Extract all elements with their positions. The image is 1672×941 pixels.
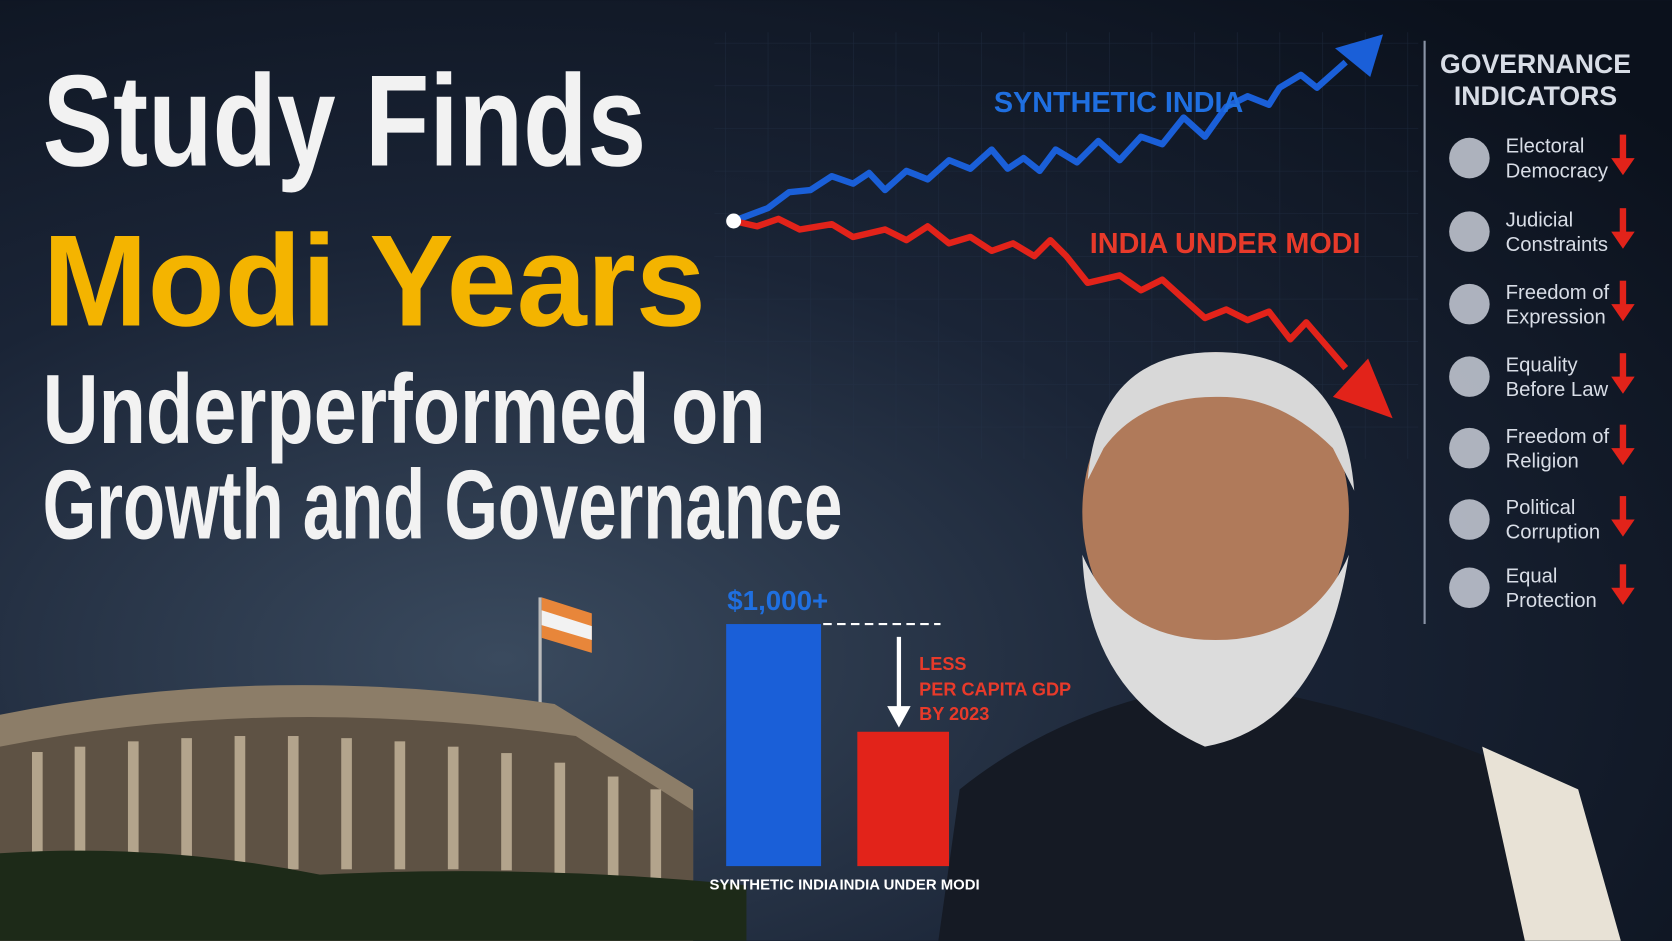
headline: Modi Years [43,207,706,353]
indicator-label: Equal [1506,565,1558,587]
indicator-label: Protection [1506,590,1597,612]
gap-note: PER CAPITA GDP [919,679,1071,699]
gap-label: $1,000+ [727,585,828,616]
gap-arrow [887,706,911,728]
panel-title: INDICATORS [1454,81,1617,111]
start-point [726,213,742,229]
bar-label: INDIA UNDER MODI [839,877,979,894]
indicator-label: Corruption [1506,522,1601,544]
down-arrow [1619,208,1627,234]
down-arrow [1611,158,1635,176]
headline: Underperformed on [43,354,766,464]
bar-synthetic [726,624,822,867]
indicator-icon [1449,567,1490,609]
indicator-label: Constraints [1506,234,1608,256]
down-arrow [1611,304,1635,322]
indicator-icon [1449,499,1490,540]
headline: Growth and Governance [43,450,843,560]
down-arrow [1611,519,1635,537]
headline: Study Finds [43,48,647,194]
gap-note: BY 2023 [919,704,989,724]
arrowhead [1335,34,1384,78]
bar-label: SYNTHETIC INDIA [710,877,839,894]
indicator-label: Electoral [1506,136,1585,158]
indicator-label: Equality [1506,354,1579,376]
down-arrow [1619,134,1627,161]
indicator-icon [1449,283,1490,325]
series-label: SYNTHETIC INDIA [994,87,1244,119]
panel-title: GOVERNANCE [1440,49,1631,79]
parliament-illustration [0,597,747,941]
indicator-label: Freedom of [1506,426,1610,448]
indicator-label: Expression [1506,306,1606,328]
down-arrow [1619,353,1627,379]
indicator-label: Before Law [1506,379,1609,401]
portrait-illustration [938,352,1621,941]
indicator-icon [1449,137,1490,179]
indicator-label: Religion [1506,450,1579,472]
series-label: INDIA UNDER MODI [1090,228,1361,260]
arrowhead [1332,358,1393,419]
down-arrow [1611,231,1635,249]
indicator-icon [1449,356,1490,397]
down-arrow [1611,587,1635,605]
synthetic-india-line [732,59,1348,224]
down-arrow [1619,424,1627,451]
india-under-modi-line [732,215,1349,371]
down-arrow [1611,448,1635,466]
indicator-label: Political [1506,497,1576,519]
down-arrow [1611,376,1635,394]
gap-note: LESS [919,654,966,674]
down-arrow [1619,564,1627,590]
indicator-label: Freedom of [1506,282,1610,304]
indicator-icon [1449,427,1490,469]
indicator-label: Democracy [1506,160,1609,182]
indicator-icon [1449,211,1490,252]
bar-modi [857,731,950,867]
indicator-label: Judicial [1506,209,1574,231]
down-arrow [1619,280,1627,307]
down-arrow [1619,496,1627,522]
